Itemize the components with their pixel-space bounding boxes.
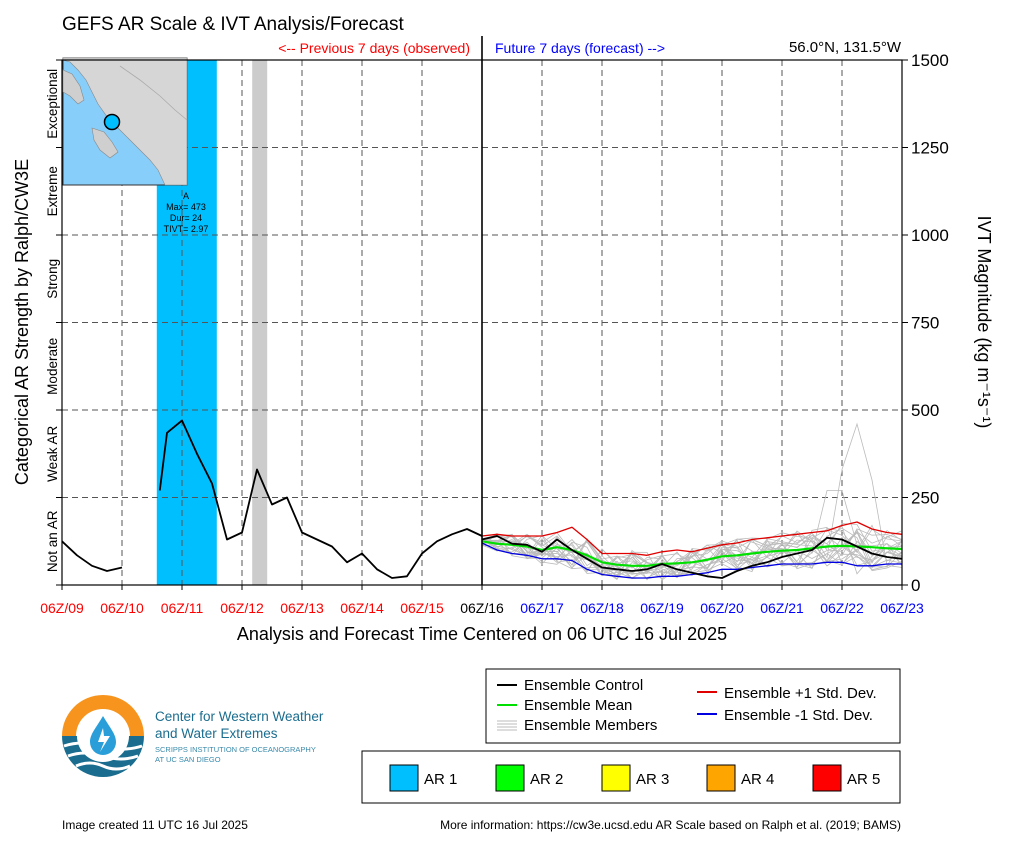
- y-tick-label: 0: [911, 576, 920, 595]
- x-tick-label: 06Z/16: [460, 600, 504, 616]
- logo-sun-arc: [62, 695, 144, 736]
- category-label: Extreme: [45, 166, 60, 216]
- minus-std-line: [481, 542, 902, 579]
- ar-legend-label: AR 5: [847, 771, 880, 788]
- gray-event-band: [252, 60, 268, 585]
- inset-map-location-marker: [103, 113, 121, 131]
- logo-name-line3: SCRIPPS INSTITUTION OF OCEANOGRAPHY: [155, 745, 316, 754]
- inset-map: [62, 57, 188, 186]
- x-tick-label: 06Z/22: [820, 600, 864, 616]
- ensemble-legend: Ensemble Control Ensemble Mean Ensemble …: [485, 668, 901, 744]
- y-tick-label: 500: [911, 401, 939, 420]
- inset-map-border: [119, 65, 188, 121]
- logo-name-line4: AT UC SAN DIEGO: [155, 755, 221, 764]
- x-tick-label: 06Z/12: [220, 600, 264, 616]
- y-tick-label: 1000: [911, 226, 949, 245]
- ar-legend-swatch: [812, 764, 842, 792]
- plus-std-line: [481, 521, 903, 556]
- location-label: 56.0°N, 131.5°W: [789, 39, 902, 56]
- annotation-max: Max= 473: [166, 202, 206, 212]
- lightning-icon: [98, 728, 110, 752]
- legend-plus-std-label: Ensemble +1 Std. Dev.: [724, 685, 877, 702]
- y-tick-label: 750: [911, 314, 939, 333]
- ar-legend-label: AR 4: [741, 771, 774, 788]
- ensemble-mean-line: [481, 540, 903, 567]
- ar-category-legend: AR 1 AR 2 AR 3 AR 4 AR 5: [361, 750, 901, 804]
- category-label: Exceptional: [45, 69, 60, 139]
- x-tick-label: 06Z/13: [280, 600, 324, 616]
- annotation-label: A: [183, 191, 189, 201]
- ar-legend-swatch: [706, 764, 736, 792]
- x-tick-label: 06Z/21: [760, 600, 804, 616]
- y-axis-label-right: IVT Magnitude (kg m⁻¹s⁻¹): [974, 216, 994, 429]
- created-timestamp: Image created 11 UTC 16 Jul 2025: [62, 818, 248, 832]
- y-tick-label: 1500: [911, 51, 949, 70]
- more-info-text: More information: https://cw3e.ucsd.edu …: [440, 818, 901, 832]
- category-label: Weak AR: [45, 426, 60, 482]
- x-tick-label: 06Z/09: [40, 600, 84, 616]
- legend-minus-std-label: Ensemble -1 Std. Dev.: [724, 707, 873, 724]
- observed-ivt-line: [61, 540, 123, 572]
- legend-members-swatch: [497, 720, 517, 731]
- annotation-tivt: TIVT= 2.97: [164, 224, 209, 234]
- x-tick-label: 06Z/15: [400, 600, 444, 616]
- category-label: Not an AR: [45, 510, 60, 572]
- logo-name-line1: Center for Western Weather: [155, 709, 324, 724]
- legend-mean-label: Ensemble Mean: [524, 697, 632, 714]
- legend-members-label: Ensemble Members: [524, 717, 657, 734]
- y-tick-label: 1250: [911, 139, 949, 158]
- ensemble-members-layer: [481, 422, 903, 581]
- ensemble-control-line: [481, 535, 903, 579]
- x-tick-label: 06Z/17: [520, 600, 564, 616]
- axes-layer: 0 250 500 750 1000 1250 1500 Not an AR Weak AR Mo…: [40, 36, 949, 616]
- x-tick-label: 06Z/18: [580, 600, 624, 616]
- y-axis-label-left: Categorical AR Strength by Ralph/CW3E: [12, 159, 32, 485]
- ensemble-member-line: [481, 528, 903, 580]
- ensemble-legend-box: [485, 668, 901, 744]
- chart-title: GEFS AR Scale & IVT Analysis/Forecast: [62, 14, 404, 35]
- previous-days-label: <-- Previous 7 days (observed): [278, 40, 470, 56]
- x-tick-label: 06Z/23: [880, 600, 924, 616]
- x-tick-label: 06Z/11: [161, 600, 204, 616]
- logo-name-line2: and Water Extremes: [155, 726, 278, 741]
- ar-legend-swatch: [389, 764, 419, 792]
- ar-legend-box: [361, 750, 901, 804]
- ar-legend-label: AR 3: [636, 771, 669, 788]
- ar-legend-label: AR 1: [424, 771, 457, 788]
- x-tick-label: 06Z/10: [100, 600, 144, 616]
- ar-annotation: A Max= 473 Dur= 24 TIVT= 2.97: [164, 191, 209, 234]
- annotation-duration: Dur= 24: [170, 213, 202, 223]
- ar-legend-label: AR 2: [530, 771, 563, 788]
- x-tick-label: 06Z/19: [640, 600, 684, 616]
- future-days-label: Future 7 days (forecast) -->: [495, 40, 665, 56]
- observed-ivt-line: [158, 419, 483, 579]
- inset-map-island: [91, 127, 119, 159]
- ensemble-member-line: [481, 532, 903, 578]
- ar-legend-swatch: [601, 764, 631, 792]
- ensemble-member-line: [481, 530, 903, 580]
- category-label: Moderate: [45, 338, 60, 395]
- legend-control-label: Ensemble Control: [524, 677, 643, 694]
- inset-map-island: [62, 69, 85, 105]
- category-label: Strong: [45, 259, 60, 299]
- x-tick-label: 06Z/20: [700, 600, 744, 616]
- x-tick-label: 06Z/14: [340, 600, 384, 616]
- cw3e-logo: Center for Western Weather and Water Ext…: [62, 695, 324, 777]
- ensemble-member-line: [481, 533, 903, 573]
- series-layer: [61, 419, 903, 579]
- y-tick-label: 250: [911, 489, 939, 508]
- x-axis-label: Analysis and Forecast Time Centered on 0…: [237, 624, 727, 644]
- ar-legend-swatch: [495, 764, 525, 792]
